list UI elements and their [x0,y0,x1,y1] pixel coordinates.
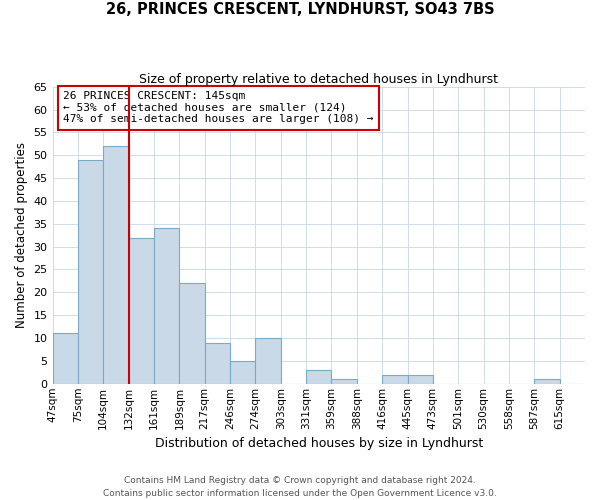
Bar [103,146,128,384]
Title: Size of property relative to detached houses in Lyndhurst: Size of property relative to detached ho… [139,72,498,86]
Bar [128,238,154,384]
Bar [179,283,205,384]
Y-axis label: Number of detached properties: Number of detached properties [15,142,28,328]
Text: 26, PRINCES CRESCENT, LYNDHURST, SO43 7BS: 26, PRINCES CRESCENT, LYNDHURST, SO43 7B… [106,2,494,18]
Text: 26 PRINCES CRESCENT: 145sqm
← 53% of detached houses are smaller (124)
47% of se: 26 PRINCES CRESCENT: 145sqm ← 53% of det… [63,91,374,124]
Bar [230,361,256,384]
Text: Contains HM Land Registry data © Crown copyright and database right 2024.
Contai: Contains HM Land Registry data © Crown c… [103,476,497,498]
Bar [306,370,331,384]
Bar [382,374,407,384]
Bar [154,228,179,384]
Bar [407,374,433,384]
Bar [534,379,560,384]
Bar [256,338,281,384]
Bar [205,342,230,384]
X-axis label: Distribution of detached houses by size in Lyndhurst: Distribution of detached houses by size … [155,437,483,450]
Bar [331,379,357,384]
Bar [53,334,78,384]
Bar [78,160,103,384]
